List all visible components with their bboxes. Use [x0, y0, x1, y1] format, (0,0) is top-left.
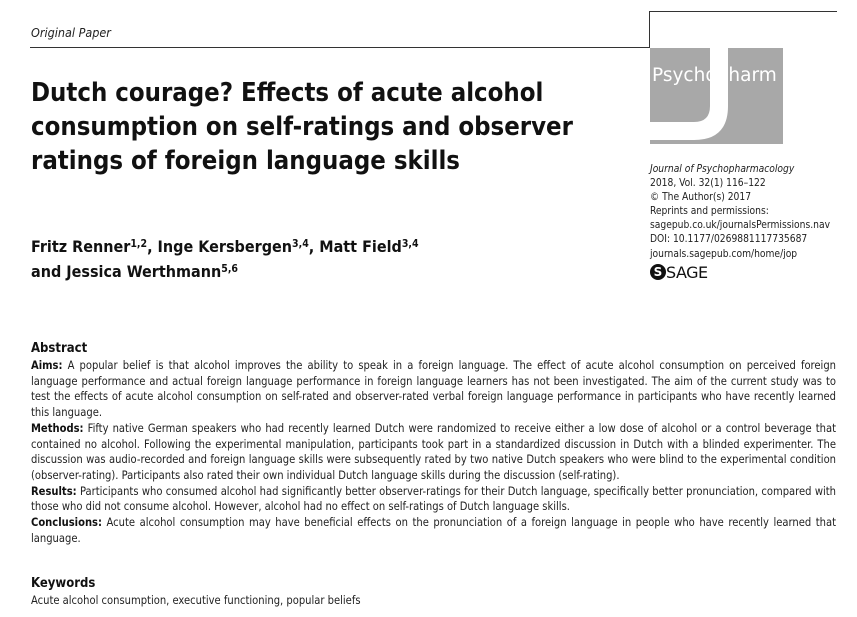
abstract-section-label: Aims: — [31, 359, 63, 372]
keywords-heading: Keywords — [31, 576, 96, 591]
doi[interactable]: DOI: 10.1177/0269881117735687 — [650, 234, 808, 246]
journal-logo-text: Psychopharm — [652, 65, 777, 86]
sage-logo-text: SAGE — [666, 262, 708, 282]
author-separator: , — [147, 237, 158, 256]
abstract-section-text: Acute alcohol consumption may have benef… — [31, 516, 836, 545]
journal-meta: Journal of Psychopharmacology 2018, Vol.… — [650, 163, 855, 262]
copyright: © The Author(s) 2017 — [650, 192, 752, 204]
abstract-section-text: Participants who consumed alcohol had si… — [31, 484, 836, 514]
author-list: Fritz Renner1,2, Inge Kersbergen3,4, Mat… — [31, 234, 591, 284]
abstract-results: Results: Participants who consumed alcoh… — [31, 484, 836, 515]
volume-info: 2018, Vol. 32(1) 116–122 — [650, 178, 766, 190]
abstract-section-label: Conclusions: — [31, 516, 102, 530]
author-affiliation: 3,4 — [292, 238, 309, 250]
header-rule — [30, 47, 650, 48]
reprints-link[interactable]: sagepub.co.uk/journalsPermissions.nav — [650, 220, 831, 232]
reprints-label: Reprints and permissions: — [650, 206, 769, 218]
abstract-methods: Methods: Fifty native German speakers wh… — [31, 421, 836, 484]
author-name: Fritz Renner — [31, 237, 131, 256]
abstract-aims: Aims: A popular belief is that alcohol i… — [31, 358, 836, 421]
author-conjunction: and — [31, 262, 67, 281]
author-name: Inge Kersbergen — [157, 237, 293, 256]
abstract-section-text: A popular belief is that alcohol improve… — [31, 359, 836, 420]
journal-logo-j-shape — [650, 48, 728, 140]
author-affiliation: 5,6 — [221, 263, 238, 275]
logo-frame — [649, 11, 837, 48]
journal-logo: Psychopharm — [650, 48, 783, 144]
journal-name: Journal of Psychopharmacology — [650, 164, 795, 175]
abstract-conclusions: Conclusions: Acute alcohol consumption m… — [31, 515, 836, 546]
paper-title: Dutch courage? Effects of acute alcohol … — [31, 78, 573, 176]
abstract-section-label: Results: — [31, 484, 77, 498]
abstract-heading: Abstract — [31, 341, 88, 356]
abstract-body: Aims: A popular belief is that alcohol i… — [31, 358, 836, 546]
section-label: Original Paper — [31, 25, 111, 40]
sage-logo: S SAGE — [650, 262, 708, 282]
keywords-list: Acute alcohol consumption, executive fun… — [31, 594, 361, 607]
author-separator: , — [308, 237, 320, 256]
author-affiliation: 1,2 — [130, 238, 148, 250]
author-name: Matt Field — [319, 237, 402, 256]
sage-logo-icon: S — [650, 264, 666, 280]
author-name: Jessica Werthmann — [66, 262, 222, 281]
abstract-section-text: Fifty native German speakers who had rec… — [31, 421, 836, 482]
journal-link[interactable]: journals.sagepub.com/home/jop — [650, 248, 798, 260]
author-affiliation: 3,4 — [401, 238, 419, 250]
abstract-section-label: Methods: — [31, 421, 84, 435]
